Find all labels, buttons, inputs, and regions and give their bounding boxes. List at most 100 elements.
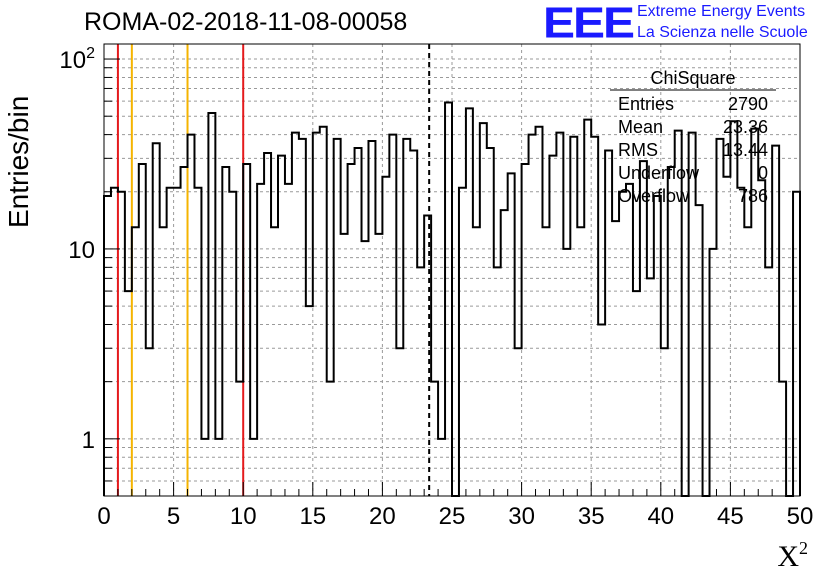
histogram-bin: [382, 177, 389, 496]
histogram-bin: [306, 306, 313, 496]
histogram-bin: [445, 103, 452, 496]
histogram-bin: [194, 188, 201, 496]
histogram-bin: [139, 164, 146, 496]
histogram-bin: [536, 127, 543, 496]
histogram-bin: [153, 143, 160, 496]
histogram-bin: [285, 184, 292, 496]
histogram-bin: [236, 382, 243, 496]
histogram-bin: [758, 180, 765, 496]
y-tick-label: 10: [68, 237, 95, 264]
histogram-bin: [654, 196, 661, 496]
histogram-bin: [424, 215, 431, 496]
axis-ticks: 0 5 10 15 20 25 30 35 40 45 50 1 10 102: [59, 45, 813, 530]
histogram-bin: [744, 227, 751, 496]
stats-row-label: Mean: [618, 117, 663, 137]
histogram-bin: [696, 205, 703, 496]
histogram-bin: [417, 267, 424, 496]
logo-line-2: La Scienza nelle Scuole: [637, 24, 808, 41]
histogram-bin: [125, 291, 132, 496]
histogram-bin: [570, 137, 577, 496]
histogram-bin: [438, 439, 445, 496]
histogram-bin: [334, 139, 341, 496]
stats-row-value: 786: [738, 186, 768, 206]
histogram-bin: [375, 234, 382, 496]
histogram-bin: [737, 188, 744, 496]
x-tick-label: 30: [508, 503, 535, 530]
x-tick-label: 0: [97, 503, 110, 530]
logo-line-1: Extreme Energy Events: [637, 3, 806, 20]
histogram-bin: [250, 439, 257, 496]
stats-row-label: Entries: [618, 94, 674, 114]
histogram-bin: [320, 127, 327, 496]
histogram-bin: [313, 133, 320, 496]
histogram-bin: [459, 188, 466, 496]
histogram-bin: [765, 267, 772, 496]
histogram-bin: [473, 227, 480, 496]
histogram-bin: [278, 156, 285, 496]
histogram-bin: [146, 348, 153, 496]
histogram-bin: [341, 234, 348, 496]
stats-row-value: 0: [758, 163, 768, 183]
histogram-bin: [605, 150, 612, 496]
histogram-bin: [111, 188, 118, 496]
histogram-bin: [501, 210, 508, 496]
histogram-bin: [563, 249, 570, 496]
histogram-bin: [243, 164, 250, 496]
histogram-bin: [201, 439, 208, 496]
histogram-bin: [410, 150, 417, 496]
histogram-bin: [577, 227, 584, 496]
histogram-bin: [160, 227, 167, 496]
histogram-bin: [716, 139, 723, 496]
histogram-bin: [368, 141, 375, 496]
histogram-bin: [271, 227, 278, 496]
histogram-bin: [487, 148, 494, 496]
x-tick-label: 10: [230, 503, 257, 530]
chart-title: ROMA-02-2018-11-08-00058: [84, 8, 408, 36]
stats-row-label: RMS: [618, 140, 658, 160]
histogram-bin: [515, 348, 522, 496]
x-tick-label: 5: [167, 503, 180, 530]
x-tick-label: 45: [717, 503, 744, 530]
histogram-bin: [229, 192, 236, 496]
histogram-bin: [355, 148, 362, 496]
stats-row-value: 13.44: [723, 140, 768, 160]
histogram-bin: [327, 382, 334, 496]
x-axis-label: X2: [777, 538, 808, 572]
histogram-bin: [292, 133, 299, 496]
histogram-bin: [668, 167, 675, 496]
histogram-bin: [188, 135, 195, 496]
histogram: [103, 101, 801, 497]
histogram-bin: [612, 221, 619, 496]
histogram-bin: [542, 227, 549, 496]
stats-title: ChiSquare: [650, 68, 735, 88]
histogram-bin: [494, 267, 501, 496]
x-tick-label: 15: [299, 503, 326, 530]
histogram-bin: [299, 139, 306, 496]
y-tick-label: 102: [59, 45, 95, 74]
histogram-bin: [348, 164, 355, 496]
histogram-bin: [257, 184, 264, 496]
histogram-bin: [689, 133, 696, 496]
histogram-bin: [556, 133, 563, 496]
stats-box: ChiSquare Entries 2790 Mean 23.36 RMS 13.44 Und…: [610, 68, 776, 206]
histogram-bin: [389, 135, 396, 496]
y-tick-label: 1: [82, 427, 95, 454]
histogram-bin: [633, 291, 640, 496]
histogram-bin: [167, 188, 174, 496]
histogram-bin: [480, 123, 487, 496]
stats-row-value: 2790: [728, 94, 768, 114]
histogram-bin: [626, 184, 633, 496]
x-tick-label: 25: [439, 503, 466, 530]
x-tick-label: 20: [369, 503, 396, 530]
stats-row-label: Overflow: [618, 186, 690, 206]
histogram-bin: [591, 137, 598, 496]
x-tick-label: 50: [787, 503, 814, 530]
histogram-bin: [118, 192, 125, 496]
histogram-bin: [522, 164, 529, 496]
histogram-bin: [222, 167, 229, 496]
stats-row-value: 23.36: [723, 117, 768, 137]
histogram-bin: [403, 139, 410, 496]
histogram-bin: [508, 173, 515, 496]
histogram-bin: [264, 153, 271, 496]
